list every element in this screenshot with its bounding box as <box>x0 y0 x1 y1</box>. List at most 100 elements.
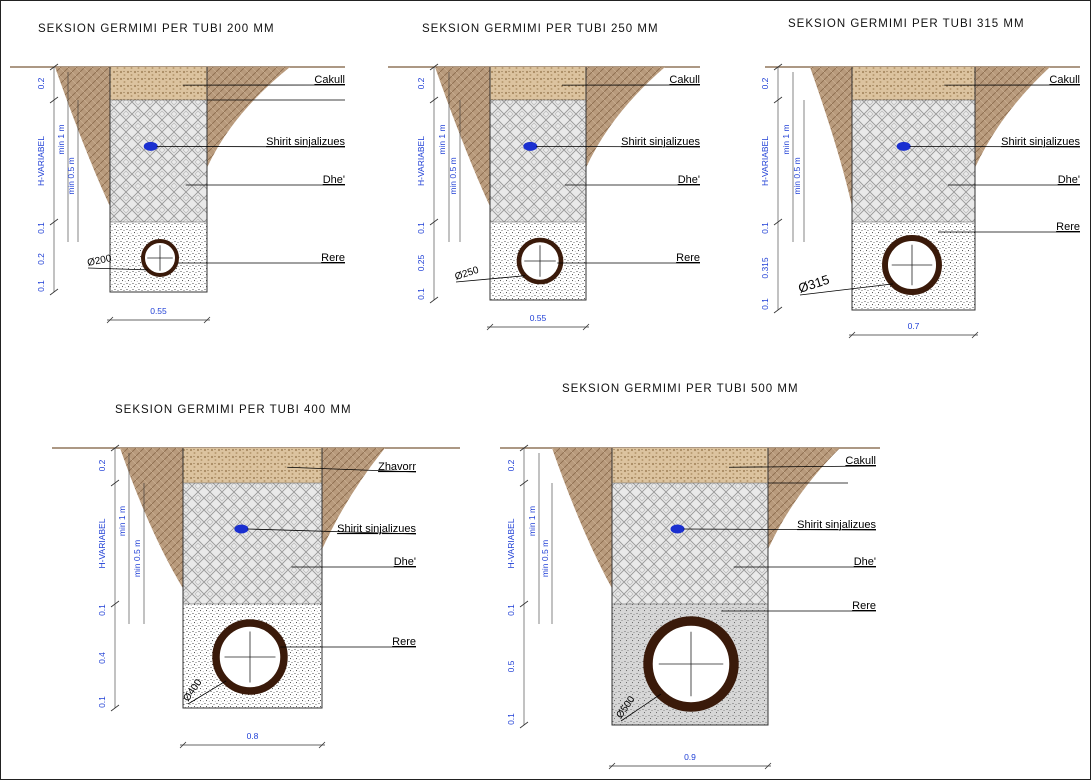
dimension-tick <box>764 762 772 770</box>
dimension-tick <box>49 288 59 296</box>
dimension-tick <box>429 218 439 226</box>
gravel-layer <box>852 67 975 100</box>
warning-tape <box>896 141 911 151</box>
warning-tape <box>523 141 538 151</box>
layer-label: Cakull <box>845 455 876 467</box>
vertical-dimension-label: 0.1 <box>97 696 107 708</box>
layer-label: Shirit sinjalizues <box>1001 136 1080 148</box>
soil-slope-left <box>810 67 852 207</box>
earth-fill-layer <box>110 100 207 222</box>
gravel-layer <box>612 448 768 483</box>
layer-label: Rere <box>676 252 700 264</box>
vertical-dimension-label: min 0.5 m <box>448 157 458 194</box>
vertical-dimension-label: min 1 m <box>781 124 791 154</box>
vertical-dimension-label: 0.1 <box>36 222 46 234</box>
dimension-tick <box>429 96 439 104</box>
vertical-dimension-label: 0.2 <box>97 459 107 471</box>
trench-section-2: SEKSION GERMIMI PER TUBI 250 MM Cakull Shi… <box>388 23 700 331</box>
width-dimension-label: 0.7 <box>908 321 920 331</box>
dimension-tick <box>971 331 979 339</box>
section-title: SEKSION GERMIMI PER TUBI 250 MM <box>422 23 659 35</box>
diameter-leader <box>87 267 149 271</box>
dimension-tick <box>429 296 439 304</box>
earth-fill-layer <box>852 100 975 222</box>
layer-label: Shirit sinjalizues <box>797 519 876 531</box>
dimension-tick <box>49 63 59 71</box>
vertical-dimension-label: H-VARIABEL <box>506 518 516 568</box>
trench-section-3: SEKSION GERMIMI PER TUBI 315 MM Cakull Shi… <box>760 18 1080 339</box>
layer-label: Rere <box>1056 221 1080 233</box>
leader-line <box>683 528 877 531</box>
trench-outline <box>109 67 208 293</box>
vertical-dimension-label: H-VARIABEL <box>36 136 46 186</box>
vertical-dimension-label: 0.25 <box>416 254 426 271</box>
layer-label: Cakull <box>1049 74 1080 86</box>
dimension-tick <box>110 600 120 608</box>
leader-line <box>247 528 417 535</box>
layer-label: Rere <box>321 252 345 264</box>
vertical-dimension-label: H-VARIABEL <box>416 136 426 186</box>
diameter-leader <box>799 283 894 296</box>
layer-label: Rere <box>852 600 876 612</box>
dimension-tick <box>429 63 439 71</box>
earth-fill-layer <box>612 483 768 604</box>
trench-section-5: SEKSION GERMIMI PER TUBI 500 MM Cakull Shi… <box>500 383 880 770</box>
vertical-dimension-label: min 1 m <box>56 124 66 154</box>
vertical-dimension-label: 0.1 <box>416 222 426 234</box>
trench-section-1: SEKSION GERMIMI PER TUBI 200 MM Cakull Shi… <box>10 23 346 324</box>
dimension-tick <box>608 762 616 770</box>
vertical-dimension-label: min 1 m <box>527 506 537 536</box>
layer-label: Dhe' <box>854 556 876 568</box>
dimension-tick <box>773 63 783 71</box>
section-title: SEKSION GERMIMI PER TUBI 315 MM <box>788 18 1025 30</box>
vertical-dimension-label: 0.1 <box>506 604 516 616</box>
layer-label: Dhe' <box>1058 174 1080 186</box>
earth-fill-layer <box>183 483 322 604</box>
vertical-dimension-label: 0.1 <box>760 298 770 310</box>
layer-label: Dhe' <box>394 556 416 568</box>
section-title: SEKSION GERMIMI PER TUBI 500 MM <box>562 383 799 395</box>
diameter-leader <box>187 680 227 705</box>
vertical-dimension-label: 0.1 <box>97 604 107 616</box>
dimension-tick <box>106 316 114 324</box>
vertical-dimension-label: 0.1 <box>506 713 516 725</box>
dimension-tick <box>49 218 59 226</box>
soil-slope-right <box>207 67 290 168</box>
vertical-dimension-label: min 0.5 m <box>132 540 142 577</box>
vertical-dimension-label: 0.2 <box>36 253 46 265</box>
leader-line <box>156 145 346 148</box>
vertical-dimension-label: min 0.5 m <box>792 157 802 194</box>
warning-tape <box>143 141 158 151</box>
vertical-dimension-label: 0.315 <box>760 257 770 279</box>
soil-slope-right <box>768 448 840 550</box>
diameter-leader <box>455 275 526 283</box>
gravel-layer <box>490 67 586 100</box>
layer-label: Dhe' <box>323 174 345 186</box>
pipe-diameter-label: Ø200 <box>86 253 113 269</box>
soil-slope-right <box>975 67 1050 168</box>
soil-slope-right <box>322 448 385 550</box>
dimension-tick <box>486 323 494 331</box>
dimension-tick <box>110 479 120 487</box>
vertical-dimension-label: 0.1 <box>36 280 46 292</box>
vertical-dimension-label: min 1 m <box>117 506 127 536</box>
dimension-tick <box>582 323 590 331</box>
vertical-dimension-label: 0.1 <box>416 288 426 300</box>
vertical-dimension-label: 0.1 <box>760 222 770 234</box>
dimension-tick <box>179 741 187 749</box>
dimension-tick <box>110 704 120 712</box>
leader-line <box>728 465 877 468</box>
width-dimension-label: 0.8 <box>247 731 259 741</box>
soil-slope-right <box>586 67 665 168</box>
leader-line <box>287 466 417 473</box>
vertical-dimension-label: min 0.5 m <box>66 157 76 194</box>
soil-slope-left <box>552 448 612 589</box>
vertical-dimension-label: 0.2 <box>506 459 516 471</box>
layer-label: Shirit sinjalizues <box>621 136 700 148</box>
width-dimension-label: 0.9 <box>684 752 696 762</box>
diameter-leader <box>620 693 662 722</box>
dimension-tick <box>773 218 783 226</box>
dimension-tick <box>203 316 211 324</box>
trench-section-4: SEKSION GERMIMI PER TUBI 400 MM Zhavorr Sh… <box>52 404 460 749</box>
layer-label: Shirit sinjalizues <box>337 523 416 535</box>
